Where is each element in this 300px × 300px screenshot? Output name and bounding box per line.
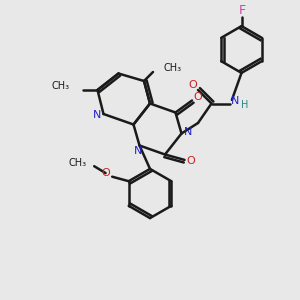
- Text: CH₃: CH₃: [52, 81, 70, 92]
- Text: O: O: [101, 168, 110, 178]
- Text: N: N: [231, 96, 239, 106]
- Text: N: N: [134, 146, 142, 157]
- Text: CH₃: CH₃: [69, 158, 87, 168]
- Text: CH₃: CH₃: [164, 63, 181, 74]
- Text: O: O: [188, 80, 197, 90]
- Text: N: N: [184, 127, 192, 137]
- Text: O: O: [187, 156, 196, 167]
- Text: N: N: [93, 110, 101, 121]
- Text: F: F: [239, 4, 246, 17]
- Text: O: O: [193, 92, 202, 102]
- Text: H: H: [241, 100, 248, 110]
